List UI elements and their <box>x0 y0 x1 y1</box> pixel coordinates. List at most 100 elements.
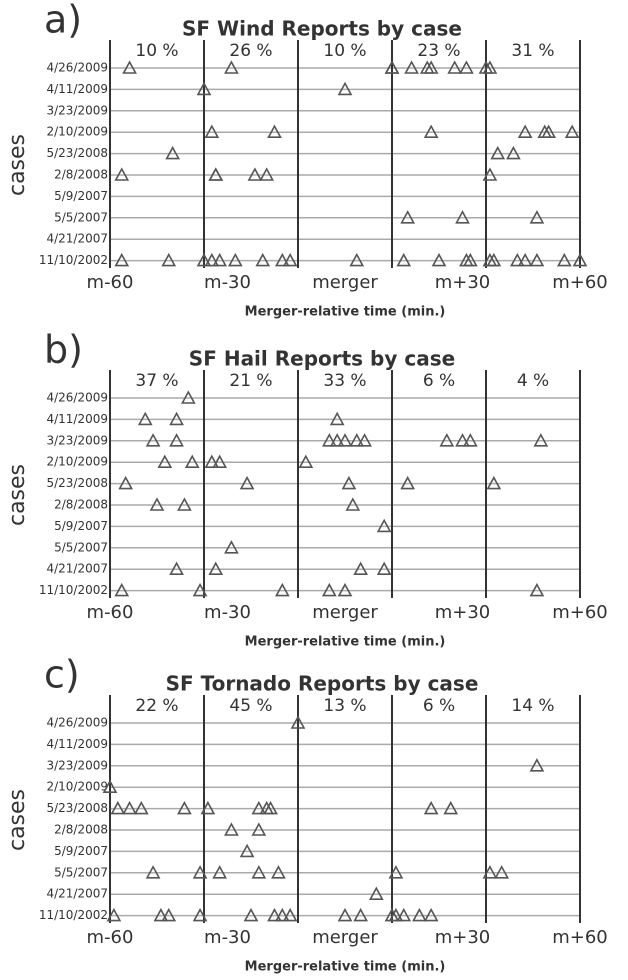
bin-percent: 31 % <box>511 41 554 61</box>
report-marker <box>161 907 177 922</box>
bin-percent: 4 % <box>517 371 549 391</box>
case-label: 11/10/2002 <box>39 253 108 267</box>
report-marker <box>177 497 192 511</box>
bin-percent: 10 % <box>323 41 366 61</box>
report-marker <box>267 124 282 138</box>
report-marker <box>529 252 545 267</box>
report-marker <box>556 252 572 267</box>
case-label: 5/5/2007 <box>54 210 108 224</box>
report-marker <box>227 252 243 267</box>
report-marker <box>251 800 267 815</box>
report-marker <box>192 865 208 879</box>
report-marker <box>224 60 239 74</box>
bin-percent: 6 % <box>423 696 455 716</box>
case-label: 2/10/2009 <box>46 125 108 139</box>
report-marker <box>329 411 345 426</box>
report-marker <box>114 167 130 181</box>
report-marker <box>212 454 228 468</box>
report-marker <box>455 210 470 224</box>
report-marker <box>353 907 369 922</box>
case-label: 5/9/2007 <box>54 189 108 203</box>
case-label: 2/8/2008 <box>54 168 108 182</box>
report-marker <box>462 433 478 447</box>
report-marker <box>447 60 463 74</box>
bin-percent: 14 % <box>511 696 554 716</box>
report-marker <box>161 252 177 267</box>
report-marker <box>541 124 557 138</box>
report-marker <box>529 582 545 597</box>
bin-percent: 6 % <box>423 371 455 391</box>
report-marker <box>459 60 474 74</box>
report-marker <box>439 433 455 447</box>
x-tick-label: m+60 <box>552 602 608 623</box>
report-marker <box>388 865 404 879</box>
report-marker <box>329 433 345 447</box>
report-marker <box>157 454 173 468</box>
panel-title: SF Hail Reports by case <box>189 347 455 371</box>
report-marker <box>494 865 510 879</box>
x-tick-label: m-60 <box>87 927 134 948</box>
report-marker <box>486 475 502 490</box>
report-marker <box>224 540 239 554</box>
x-axis-label: Merger-relative time (min.) <box>245 305 446 320</box>
case-label: 5/9/2007 <box>54 519 108 533</box>
bin-percent: 10 % <box>135 41 178 61</box>
case-label: 3/23/2009 <box>46 103 108 117</box>
report-marker <box>145 865 161 879</box>
x-tick-label: m-30 <box>204 602 251 623</box>
case-label: 2/8/2008 <box>54 498 108 512</box>
x-tick-label: m-60 <box>87 602 134 623</box>
x-tick-label: m+60 <box>552 272 608 293</box>
report-marker <box>149 497 165 511</box>
panel-title: SF Wind Reports by case <box>182 17 462 41</box>
report-marker <box>529 210 545 224</box>
case-label: 4/21/2007 <box>46 887 108 901</box>
report-marker <box>274 907 290 922</box>
report-marker <box>357 433 372 447</box>
case-label: 4/21/2007 <box>46 562 108 576</box>
x-tick-label: m-30 <box>204 272 251 293</box>
bin-percent: 33 % <box>323 371 366 391</box>
case-label: 5/23/2008 <box>46 801 108 815</box>
case-label: 4/26/2009 <box>46 716 108 730</box>
report-marker <box>517 252 533 267</box>
bin-percent: 23 % <box>417 41 460 61</box>
panel-label: b) <box>44 328 83 372</box>
report-marker <box>110 800 126 815</box>
report-marker <box>423 60 439 74</box>
case-label: 3/23/2009 <box>46 433 108 447</box>
report-marker <box>337 907 353 922</box>
x-tick-label: m-30 <box>204 927 251 948</box>
report-marker <box>259 167 275 181</box>
report-marker <box>490 145 506 160</box>
report-marker <box>431 252 447 267</box>
panel-title: SF Tornado Reports by case <box>166 672 479 696</box>
bin-percent: 26 % <box>229 41 272 61</box>
report-marker <box>106 907 122 922</box>
x-tick-label: m+30 <box>435 272 491 293</box>
case-label: 5/5/2007 <box>54 865 108 879</box>
report-marker <box>274 582 290 597</box>
report-marker <box>251 822 267 836</box>
report-marker <box>529 758 545 772</box>
case-label: 4/11/2009 <box>46 412 108 426</box>
case-label: 5/23/2008 <box>46 476 108 490</box>
x-tick-label: m-60 <box>87 272 134 293</box>
x-axis-label: Merger-relative time (min.) <box>245 960 446 975</box>
report-marker <box>153 907 169 922</box>
report-marker <box>337 81 353 96</box>
report-marker <box>165 145 181 160</box>
report-marker <box>321 433 337 447</box>
case-label: 5/23/2008 <box>46 146 108 160</box>
report-marker <box>443 800 459 815</box>
report-marker <box>192 582 208 597</box>
report-marker <box>290 715 306 729</box>
report-marker <box>349 433 365 447</box>
report-marker <box>169 561 184 575</box>
case-label: 2/10/2009 <box>46 455 108 469</box>
report-marker <box>400 475 416 490</box>
report-marker <box>376 518 392 533</box>
report-marker <box>509 252 525 267</box>
report-marker <box>239 475 255 490</box>
y-axis-label: cases <box>5 134 30 196</box>
